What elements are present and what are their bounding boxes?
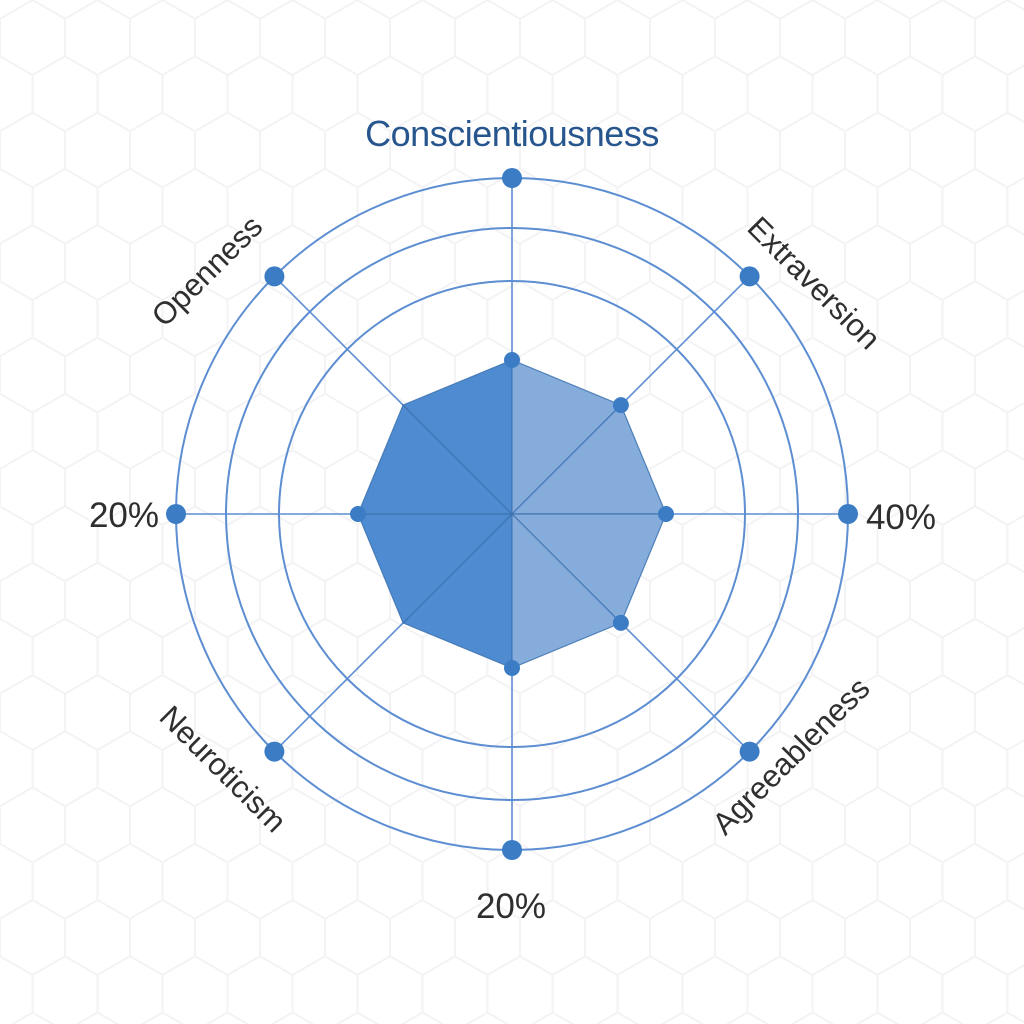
outer-ring-dots [166, 168, 858, 860]
sector-bottom-right [511, 512, 622, 669]
outer-dot-lower-right [739, 741, 760, 762]
outer-dot-bottom [502, 840, 522, 860]
data-point-markers [350, 352, 674, 676]
outer-dot-right [838, 504, 858, 524]
outer-dot-lower-left [264, 741, 285, 762]
data-dot-right [658, 506, 674, 522]
axis-label-conscientiousness: Conscientiousness [365, 113, 659, 154]
tick-label-bottom: 20% [476, 887, 546, 926]
outer-dot-upper-left [264, 266, 285, 287]
data-dot-upper-right [612, 397, 629, 414]
tick-label-right: 40% [866, 498, 936, 537]
outer-dot-top [502, 168, 522, 188]
outer-dot-upper-right [739, 266, 760, 287]
data-dot-top [504, 352, 520, 368]
tick-label-left: 20% [89, 496, 159, 535]
data-polygon-left-half [357, 359, 514, 669]
outer-dot-left [166, 504, 186, 524]
data-dot-left [350, 506, 366, 522]
data-polygon-right-half [510, 359, 667, 669]
data-dot-lower-right [612, 614, 629, 631]
data-dot-bottom [504, 660, 520, 676]
